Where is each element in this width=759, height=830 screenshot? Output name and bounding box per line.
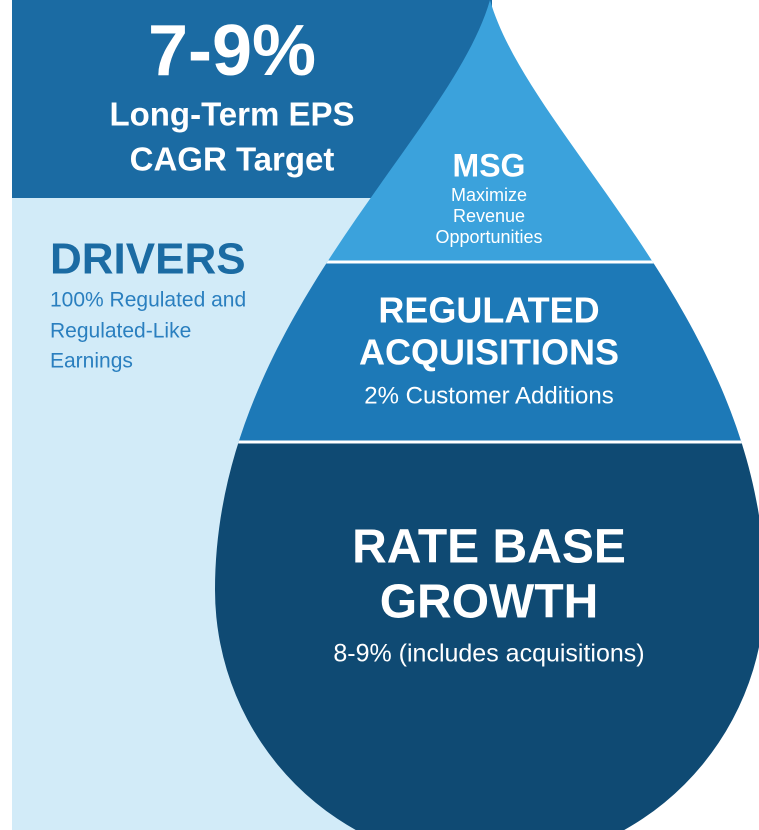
section-text: Revenue: [453, 206, 525, 226]
section-title: ACQUISITIONS: [359, 332, 619, 373]
drivers-title: DRIVERS: [50, 235, 246, 284]
drivers-text: Regulated-Like: [50, 320, 191, 343]
section-text: 2% Customer Additions: [364, 382, 613, 409]
drivers-text: Earnings: [50, 350, 133, 373]
section-title: REGULATED: [378, 290, 599, 331]
section-title: MSG: [453, 147, 526, 183]
drivers-text: 100% Regulated and: [50, 289, 246, 312]
header-label: CAGR Target: [130, 141, 335, 178]
header-value: 7-9%: [148, 11, 316, 91]
section-title: GROWTH: [380, 576, 599, 629]
rate-base-section: [215, 442, 759, 830]
section-text: Opportunities: [435, 227, 542, 247]
section-title: RATE BASE: [352, 521, 626, 574]
section-text: 8-9% (includes acquisitions): [333, 640, 644, 668]
header-label: Long-Term EPS: [109, 96, 354, 133]
section-text: Maximize: [451, 185, 527, 205]
